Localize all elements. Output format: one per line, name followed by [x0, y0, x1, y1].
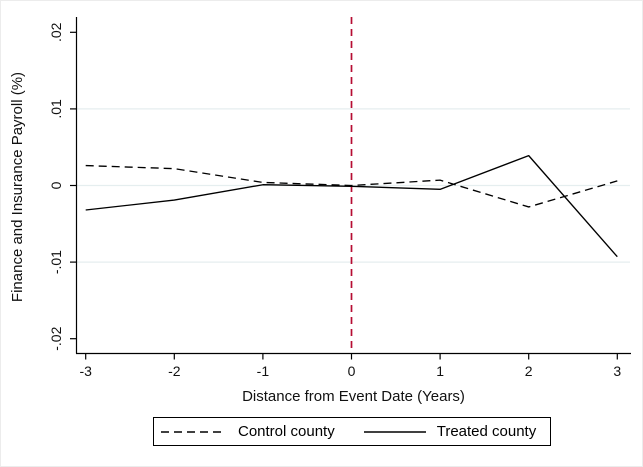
y-tick-label: 0 — [48, 181, 64, 189]
x-tick-label: 3 — [613, 363, 621, 379]
x-tick-label: -1 — [257, 363, 270, 379]
x-tick-label: 1 — [436, 363, 444, 379]
series-line-control — [85, 164, 618, 208]
y-axis-title: Finance and Insurance Payroll (%) — [9, 71, 26, 303]
x-tick-label: -2 — [168, 363, 181, 379]
series-line-treated — [85, 154, 618, 258]
legend-label-control: Control county — [238, 423, 335, 440]
y-tick-label: -.02 — [48, 326, 64, 350]
control-line-sample — [161, 430, 223, 434]
y-tick-label: .02 — [48, 22, 64, 42]
x-tick-label: 0 — [348, 363, 356, 379]
legend: Control county Treated county — [153, 417, 551, 446]
x-axis-title: Distance from Event Date (Years) — [242, 388, 465, 405]
legend-label-treated: Treated county — [436, 423, 537, 440]
treated-line-sample — [363, 430, 426, 434]
x-tick-label: -3 — [79, 363, 92, 379]
x-tick-label: 2 — [525, 363, 533, 379]
y-tick-label: .01 — [48, 99, 64, 119]
y-tick-label: -.01 — [48, 250, 64, 274]
